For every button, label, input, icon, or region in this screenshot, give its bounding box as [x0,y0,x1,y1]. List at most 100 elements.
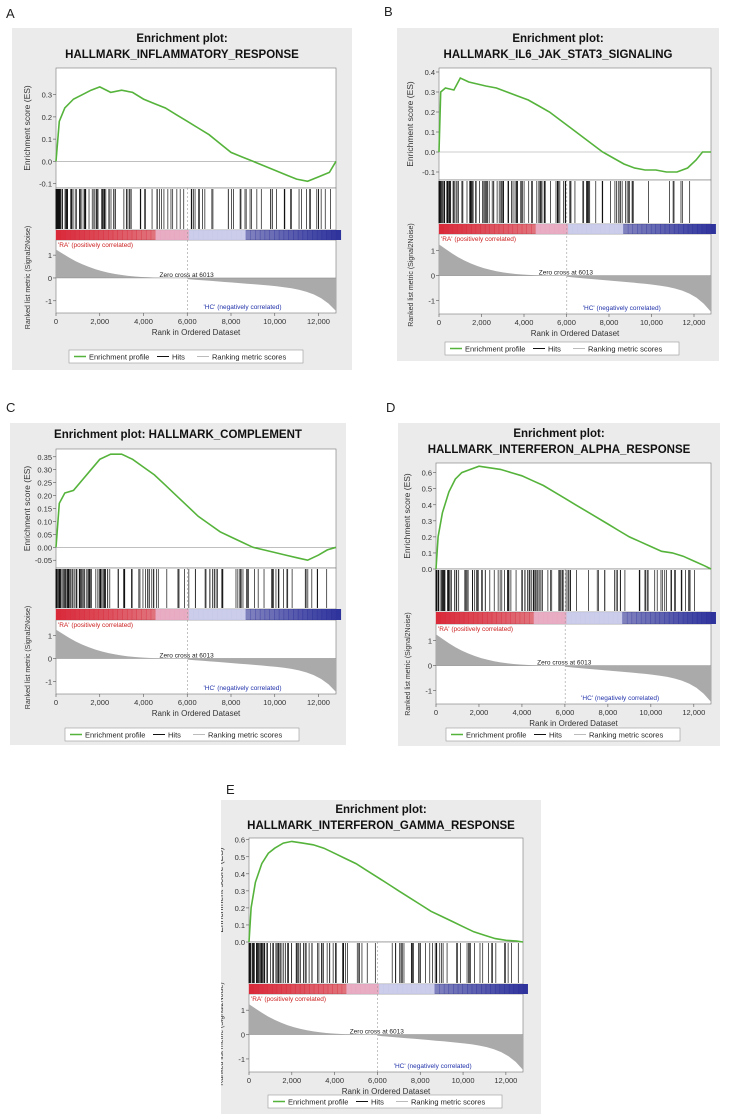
ranking-color-bar-segment [561,612,567,624]
es-y-tick-label: 0.0 [422,565,432,574]
ranking-color-bar-segment [378,984,385,994]
ranking-color-bar-segment [262,984,268,994]
ranking-color-bar-segment [669,224,675,234]
metric-y-axis-label: Ranked list metric (Signal2Noise) [25,226,32,329]
x-tick-label: 12,000 [682,708,705,717]
es-plot-area [438,67,712,181]
metric-y-tick-label: -1 [428,297,435,306]
ranking-color-bar-segment [659,612,665,624]
ranking-color-bar-segment [445,612,451,624]
ranking-color-bar-segment [198,230,204,240]
ranking-color-bar-segment [269,230,275,240]
ranking-color-bar-segment [524,612,530,624]
chart-title-line1: Enrichment plot: [512,33,604,45]
ranking-color-bar-segment [526,224,532,234]
ranking-color-bar-segment [169,609,175,620]
ranking-color-bar-segment [231,609,237,620]
ranking-color-bar-segment [74,230,81,240]
ranking-color-bar-segment [429,984,436,994]
zero-cross-label: Zero cross at 6013 [160,652,215,659]
ranking-color-bar-segment [655,224,661,234]
x-tick-label: 6,000 [556,708,575,717]
x-axis-label: Rank in Ordered Dataset [342,1087,431,1096]
ranking-color-bar-segment [283,230,289,240]
ranking-color-bar-segment [590,224,597,234]
ranking-color-bar-segment [636,612,642,624]
legend-ranking-label: Ranking metric scores [208,731,282,740]
legend-enrichment-label: Enrichment profile [465,345,525,354]
metric-y-tick-label: 1 [48,251,52,260]
ranking-color-bar-segment [618,224,624,234]
ranking-color-bar-segment [183,609,190,620]
metric-y-tick-label: -1 [45,297,52,306]
gsea-chart-e: 0.6 0.5 0.4 0.3 0.2 0.1 0.0 Enrichment score (E… [221,836,528,1109]
x-tick-label: 6,000 [178,698,197,707]
legend-box [64,727,300,742]
es-y-tick-label: 0.15 [37,505,52,514]
ranking-color-bar-segment [515,612,521,624]
ranking-color-bar-segment [55,609,62,620]
negative-correlation-label: 'HC' (negatively correlated) [583,305,661,312]
ranking-color-bar-segment [453,984,459,994]
zero-cross-label: Zero cross at 6013 [160,272,215,279]
es-y-tick-label: 0.6 [235,836,245,845]
ranking-color-bar-segment [678,224,684,234]
legend-hits-label: Hits [548,345,561,354]
ranking-color-bar-segment [255,230,261,240]
ranking-color-bar-segment [212,609,218,620]
ranking-color-bar-segment [434,984,440,994]
es-y-tick-label: 0.05 [37,530,52,539]
ranking-color-bar-segment [505,612,511,624]
enrichment-profile-line [55,86,337,183]
ranking-color-bar-segment [236,609,242,620]
ranking-color-bar-segment [193,609,199,620]
ranking-color-bar-segment [473,612,479,624]
ranking-color-bar-segment [258,984,264,994]
es-y-tick-label: 0.1 [425,128,435,137]
ranking-color-bar-segment [316,609,323,620]
es-y-tick-label: 0.2 [422,533,432,542]
ranking-color-bar-segment [288,609,294,620]
x-tick-label: 4,000 [325,1076,344,1085]
ranking-color-bar-segment [335,609,342,620]
x-tick-label: 2,000 [470,708,489,717]
ranking-color-bar-segment [293,230,299,240]
ranking-color-bar-segment [603,612,609,624]
ranking-color-bar-segment [586,224,592,234]
x-tick-label: 10,000 [263,698,286,707]
ranking-color-bar-segment [202,230,209,240]
ranking-color-bar-segment [278,609,285,620]
es-y-tick-label: 0.0 [42,157,52,166]
es-y-axis-label: Enrichment score (ES) [402,473,412,559]
metric-y-tick-label: -1 [45,678,52,687]
ranking-color-bar-segment [563,224,569,234]
ranking-color-bar-segment [504,984,510,994]
ranking-color-bar-segment [650,224,657,234]
x-tick-label: 0 [437,318,441,327]
chart-title-line2: HALLMARK_INTERFERON_GAMMA_RESPONSE [247,820,515,832]
zero-cross-label: Zero cross at 6013 [350,1029,405,1036]
x-axis-label: Rank in Ordered Dataset [531,329,620,338]
ranking-color-bar-segment [440,612,446,624]
zero-cross-label: Zero cross at 6013 [539,270,594,277]
ranking-color-bar-segment [668,612,675,624]
ranking-color-bar-segment [498,224,504,234]
es-y-tick-label: 0.6 [422,469,432,478]
metric-y-axis-label: Ranked list metric (Signal2Noise) [408,223,415,326]
ranking-color-bar-segment [484,224,491,234]
ranking-color-bar-segment [471,224,477,234]
ranking-color-bar-segment [326,609,332,620]
ranking-color-bar-segment [174,609,180,620]
ranking-color-bar-segment [612,612,619,624]
ranking-color-bar-segment [513,984,519,994]
x-tick-label: 2,000 [90,698,109,707]
ranking-color-bar-segment [103,609,109,620]
es-y-tick-label: 0.1 [422,549,432,558]
ranking-color-bar-segment [518,984,524,994]
ranking-color-bar-segment [443,984,450,994]
ranking-color-bar-segment [522,984,528,994]
ranking-color-bar-segment [122,609,128,620]
x-tick-label: 12,000 [494,1076,517,1085]
ranking-color-bar-segment [508,984,515,994]
panel-letter-b: B [384,4,393,19]
